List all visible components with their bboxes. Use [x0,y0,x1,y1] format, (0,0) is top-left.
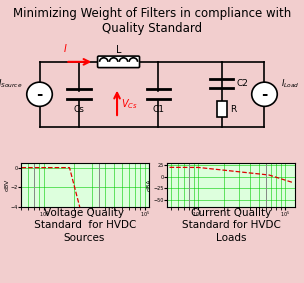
Text: -: - [261,87,268,102]
Bar [217,102,227,117]
Text: Voltage Quality
 Standard  for HVDC
Sources: Voltage Quality Standard for HVDC Source… [31,208,136,243]
Text: Minimizing Weight of Filters in compliance with
Quality Standard: Minimizing Weight of Filters in complian… [13,7,291,35]
Y-axis label: dBV: dBV [4,179,9,191]
Text: -: - [36,87,43,102]
Text: Current Quality
Standard for HVDC
Loads: Current Quality Standard for HVDC Loads [181,208,281,243]
Text: C1: C1 [152,105,164,114]
FancyBboxPatch shape [98,56,140,68]
Text: $I_{Source}$: $I_{Source}$ [0,78,23,91]
Text: Cs: Cs [74,105,85,114]
Circle shape [27,82,52,106]
Text: L: L [116,45,121,55]
Text: R: R [230,105,236,114]
Text: $V_{Cs}$: $V_{Cs}$ [121,97,137,111]
Y-axis label: dBA: dBA [147,178,152,191]
Text: C2: C2 [237,79,248,88]
Circle shape [252,82,277,106]
Text: I: I [64,44,67,54]
Text: $I_{Load}$: $I_{Load}$ [281,78,300,91]
